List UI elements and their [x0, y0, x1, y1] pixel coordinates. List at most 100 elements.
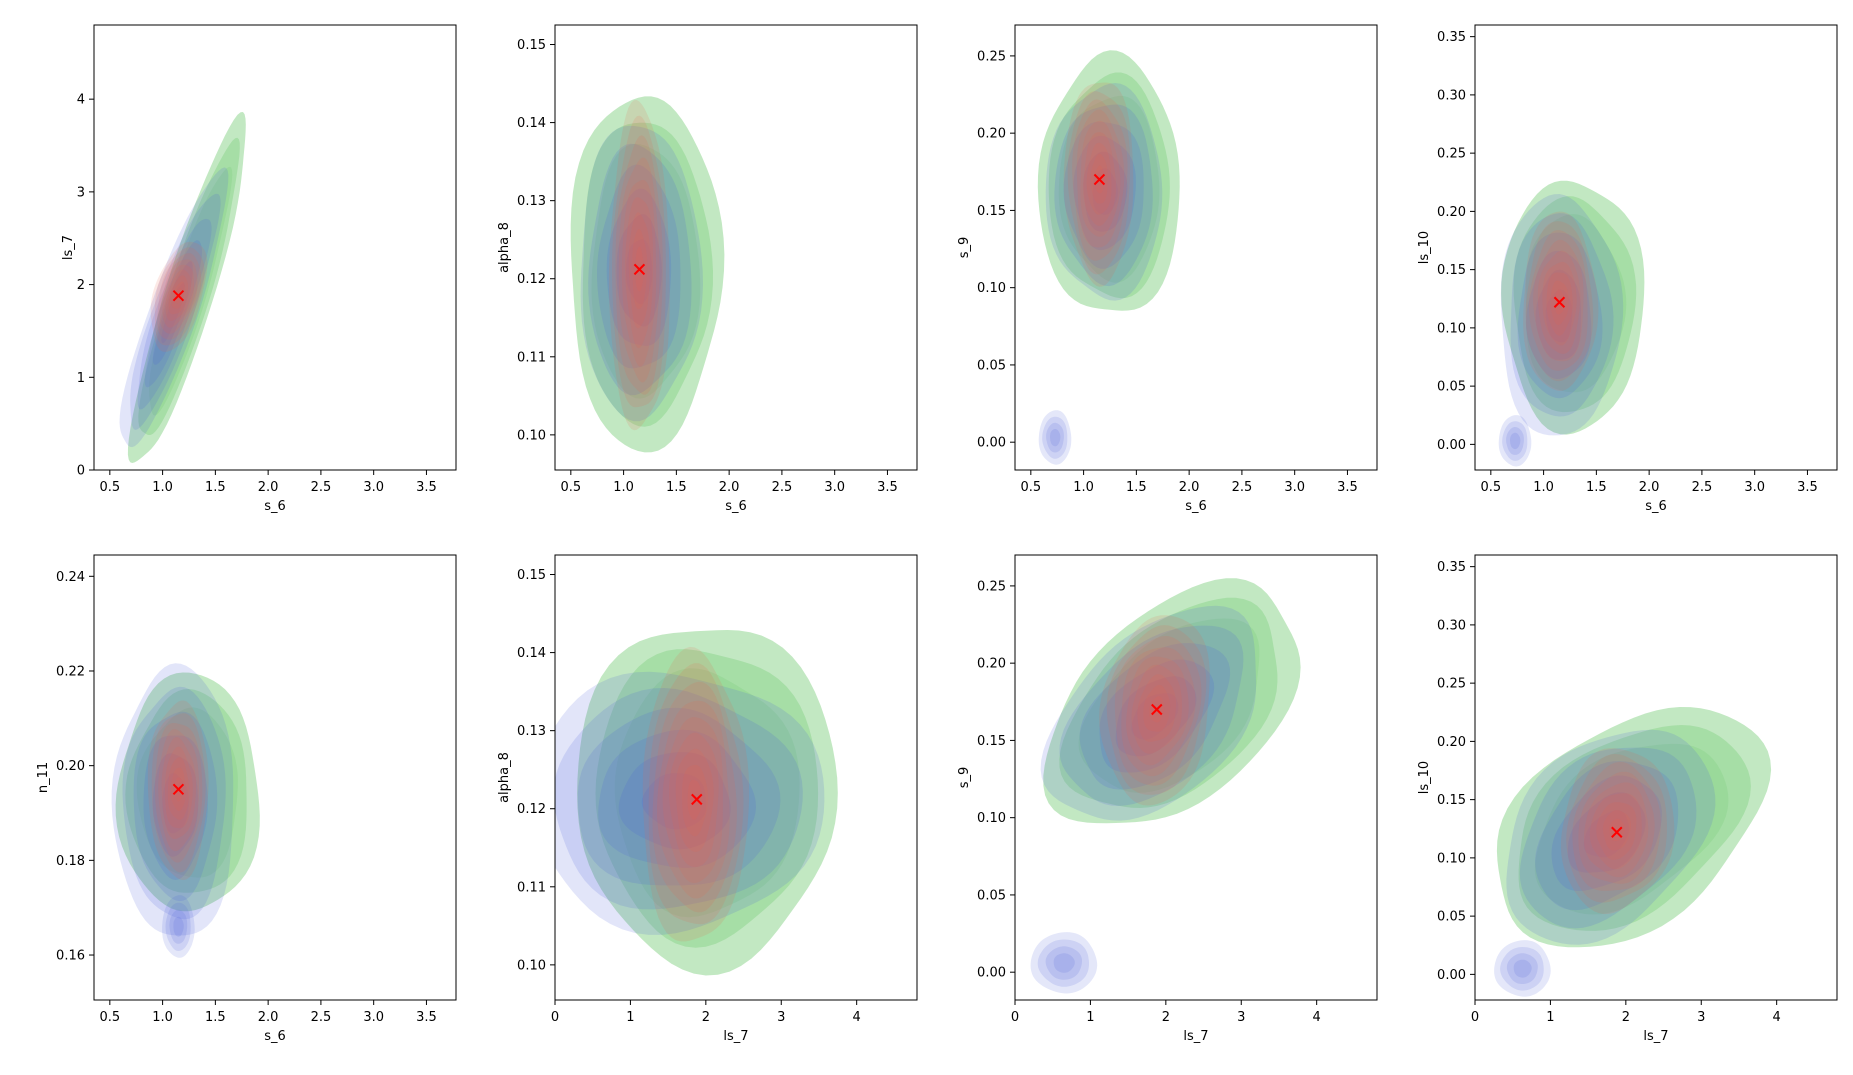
blue-contour-level — [1519, 747, 1697, 929]
x-tick-label: 4 — [853, 1010, 861, 1025]
subplot-1: 0.5 1.0 1.5 2.0 2.5 3.0 3.5 0 1 2 3 4 s_6 ls_7 — [61, 24, 457, 514]
x-tick-label: 1.5 — [666, 480, 687, 495]
blue-contour-level — [1545, 289, 1573, 343]
x-axis-label: ls_7 — [1643, 1029, 1668, 1044]
blue-contour-level — [606, 188, 672, 346]
green-density-layer — [1043, 578, 1301, 824]
secondary-mode — [1498, 415, 1532, 467]
red-density-layer — [1099, 615, 1210, 806]
y-tick-label: 0.05 — [1437, 910, 1466, 925]
x-tick-label: 3.5 — [1797, 480, 1818, 495]
blue-contour-level — [1535, 269, 1581, 360]
blue-contour-level — [597, 164, 681, 369]
y-tick-label: 0.15 — [517, 38, 546, 53]
x-tick-label: 2.5 — [311, 1010, 332, 1025]
red-contour-level — [151, 713, 206, 873]
red-contour-level — [669, 732, 719, 867]
x-tick-label: 2 — [702, 1010, 710, 1025]
red-contour-level — [1063, 82, 1134, 287]
y-tick-label: 0.11 — [517, 880, 546, 895]
y-tick-label: 0.10 — [977, 281, 1006, 296]
true-value-marker — [633, 263, 646, 276]
y-tick-label: 0.25 — [977, 49, 1006, 64]
green-contour-level — [149, 166, 233, 416]
green-density-layer — [1037, 50, 1180, 311]
plot-frame — [554, 24, 918, 471]
secondary-mode-level — [1042, 416, 1068, 459]
y-tick-label: 0.00 — [977, 436, 1006, 451]
plot-frame — [1474, 554, 1838, 1001]
y-tick-label: 0.00 — [1437, 968, 1466, 983]
subplot-2: 0.5 1.0 1.5 2.0 2.5 3.0 3.5 0.10 0.11 0.12 0.13 0.1… — [497, 24, 918, 514]
x-tick-label: 1.0 — [1533, 480, 1554, 495]
blue-contour-level — [137, 218, 212, 410]
secondary-mode-level — [1506, 427, 1524, 455]
green-contour-level — [1058, 95, 1160, 283]
red-contour-level — [1067, 91, 1131, 275]
y-axis-label: ls_10 — [1417, 761, 1432, 794]
red-contour-level — [1602, 810, 1631, 851]
y-tick-label: 2 — [77, 278, 85, 293]
y-tick-label: 0.05 — [977, 888, 1006, 903]
x-axis-label: s_6 — [1185, 499, 1207, 514]
x-tick-label: 2.5 — [1232, 480, 1253, 495]
x-tick-label: 0.5 — [1480, 480, 1501, 495]
plot-frame — [554, 554, 918, 1001]
y-axis-label: s_9 — [957, 237, 972, 259]
contours — [1498, 180, 1645, 467]
red-contour-level — [1566, 754, 1667, 903]
y-tick-label: 0.20 — [56, 759, 85, 774]
subplot-7: 0 1 2 3 4 0.00 0.05 0.10 0.15 0.20 0.25 ls_7 s_9 — [957, 554, 1378, 1044]
x-tick-label: 1.0 — [152, 1010, 173, 1025]
y-tick-label: 0.20 — [977, 657, 1006, 672]
red-density-layer — [642, 646, 750, 942]
x-tick-label: 3.5 — [416, 480, 437, 495]
blue-density-layer — [1506, 729, 1716, 945]
contours — [1494, 707, 1772, 997]
y-tick-label: 0.13 — [517, 724, 546, 739]
red-contour-level — [1546, 272, 1573, 336]
y-tick-label: 0.18 — [56, 854, 85, 869]
blue-contour-level — [1115, 676, 1197, 757]
y-axis-label: ls_10 — [1417, 231, 1432, 264]
green-density-layer — [1496, 707, 1772, 948]
secondary-mode-level — [1506, 953, 1538, 984]
x-axis-label: ls_7 — [1183, 1029, 1208, 1044]
true-value-marker — [691, 793, 703, 806]
red-contour-level — [1572, 761, 1661, 891]
secondary-mode-level — [1045, 946, 1082, 980]
plot-frame — [1014, 24, 1378, 471]
blue-contour-level — [162, 773, 189, 834]
x-tick-label: 3.0 — [1744, 480, 1765, 495]
subplot-6: 0 1 2 3 4 0.10 0.11 0.12 0.13 0.14 0.15 ls_7 alpha_8 — [497, 554, 918, 1044]
blue-contour-level — [555, 671, 825, 935]
red-density-layer — [1560, 748, 1675, 915]
x-tick-label: 3 — [777, 1010, 785, 1025]
secondary-mode-level — [1030, 932, 1098, 994]
y-tick-label: 0.35 — [1437, 30, 1466, 45]
y-tick-label: 0.10 — [1437, 321, 1466, 336]
red-contour-level — [621, 180, 657, 367]
x-tick-label: 1 — [1086, 1010, 1094, 1025]
y-tick-label: 0.20 — [1437, 205, 1466, 220]
x-tick-label: 1.5 — [1126, 480, 1147, 495]
blue-contour-level — [1131, 693, 1179, 740]
blue-density-layer — [1045, 83, 1163, 301]
y-axis-label: s_9 — [957, 767, 972, 789]
y-tick-label: 0.15 — [1437, 263, 1466, 278]
secondary-mode — [1030, 932, 1098, 994]
x-axis-label: s_6 — [264, 499, 286, 514]
x-tick-label: 0 — [551, 1010, 559, 1025]
green-contour-level — [1078, 618, 1260, 793]
blue-density-layer — [111, 663, 234, 936]
y-tick-label: 0.12 — [517, 802, 546, 817]
y-axis-label: ls_7 — [61, 235, 76, 260]
y-axis-label: alpha_8 — [497, 752, 512, 803]
green-density-layer — [577, 630, 838, 976]
x-tick-label: 2.0 — [258, 1010, 279, 1025]
subplot-4: 0.5 1.0 1.5 2.0 2.5 3.0 3.5 0.00 0.05 0.10 0.15 0.2… — [1417, 24, 1838, 514]
blue-contour-level — [1040, 605, 1257, 821]
blue-contour-level — [1073, 135, 1136, 251]
green-density-layer — [115, 672, 260, 912]
contours — [1030, 578, 1301, 994]
